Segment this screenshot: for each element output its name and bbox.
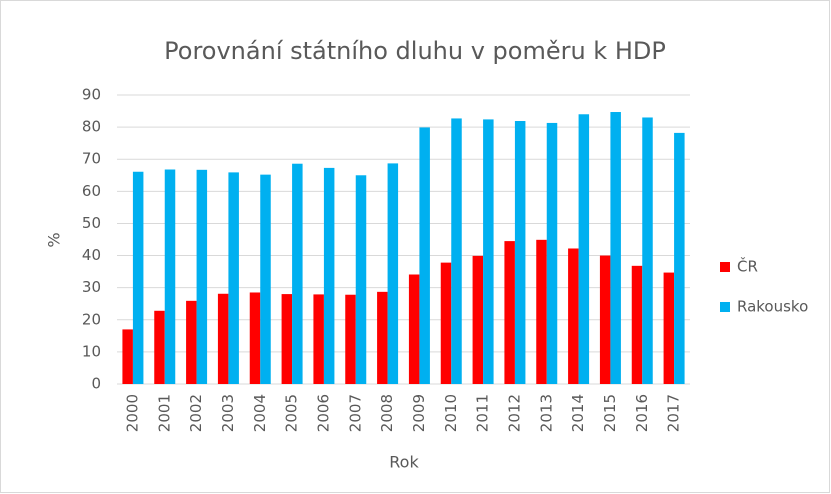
bar xyxy=(642,117,653,384)
y-tick-label: 50 xyxy=(82,214,101,232)
bar xyxy=(663,272,675,384)
x-tick-label: 2006 xyxy=(314,394,332,432)
bar xyxy=(196,169,208,384)
x-tick-label: 2007 xyxy=(346,394,364,432)
bar xyxy=(132,171,144,384)
bar xyxy=(186,300,197,384)
x-tick-label: 2004 xyxy=(251,394,269,432)
x-tick-label: 2017 xyxy=(665,394,683,432)
bar xyxy=(610,112,621,384)
y-tick-label: 70 xyxy=(82,150,101,168)
bar xyxy=(419,127,430,384)
x-tick-label: 2012 xyxy=(505,394,523,432)
bar xyxy=(323,167,335,384)
bar xyxy=(292,163,303,384)
x-tick-label: 2005 xyxy=(283,394,301,432)
legend-label: ČR xyxy=(737,257,758,276)
x-tick-label: 2009 xyxy=(410,394,428,432)
y-tick-label: 80 xyxy=(82,118,101,136)
x-tick-label: 2000 xyxy=(123,394,141,432)
bar xyxy=(377,291,388,384)
bar xyxy=(631,265,643,384)
bar xyxy=(514,121,526,384)
y-tick-label: 60 xyxy=(82,182,101,200)
x-axis-label: Rok xyxy=(389,453,419,472)
bar xyxy=(228,172,239,384)
x-tick-label: 2010 xyxy=(442,394,460,432)
bar xyxy=(164,169,176,384)
legend-swatch xyxy=(720,262,730,272)
bar xyxy=(217,293,229,384)
x-tick-label: 2003 xyxy=(219,394,237,432)
bar xyxy=(546,122,558,384)
y-axis-label: % xyxy=(45,232,64,247)
y-tick-label: 90 xyxy=(82,86,101,104)
legend-label: Rakousko xyxy=(737,298,808,316)
bar xyxy=(674,132,685,384)
x-tick-label: 2001 xyxy=(155,394,173,432)
bar xyxy=(249,292,261,384)
bar xyxy=(451,118,462,385)
bar xyxy=(472,255,484,384)
x-tick-label: 2002 xyxy=(187,394,205,432)
x-tick-label: 2011 xyxy=(474,394,492,432)
legend-swatch xyxy=(720,302,730,312)
bar xyxy=(122,329,133,384)
bar xyxy=(504,241,515,384)
bar xyxy=(260,174,271,384)
bar xyxy=(568,248,579,384)
bar xyxy=(154,310,165,384)
x-tick-label: 2013 xyxy=(537,394,555,432)
bar xyxy=(355,175,367,384)
x-tick-label: 2014 xyxy=(569,394,587,432)
bar xyxy=(483,119,494,384)
y-tick-label: 20 xyxy=(82,310,101,328)
bar xyxy=(578,114,590,385)
y-tick-label: 30 xyxy=(82,278,101,296)
bar xyxy=(440,262,452,384)
x-tick-label: 2008 xyxy=(378,394,396,432)
y-tick-label: 0 xyxy=(91,375,101,393)
y-tick-label: 10 xyxy=(82,342,101,360)
x-tick-label: 2015 xyxy=(601,394,619,432)
x-tick-label: 2016 xyxy=(633,394,651,432)
bar xyxy=(599,255,611,384)
bar xyxy=(408,274,420,384)
y-tick-label: 40 xyxy=(82,246,101,264)
bar xyxy=(536,239,547,384)
bar xyxy=(313,294,324,384)
chart-title: Porovnání státního dluhu v poměru k HDP xyxy=(164,37,666,65)
bar xyxy=(387,163,399,384)
bar xyxy=(345,294,356,384)
bar xyxy=(281,294,293,384)
